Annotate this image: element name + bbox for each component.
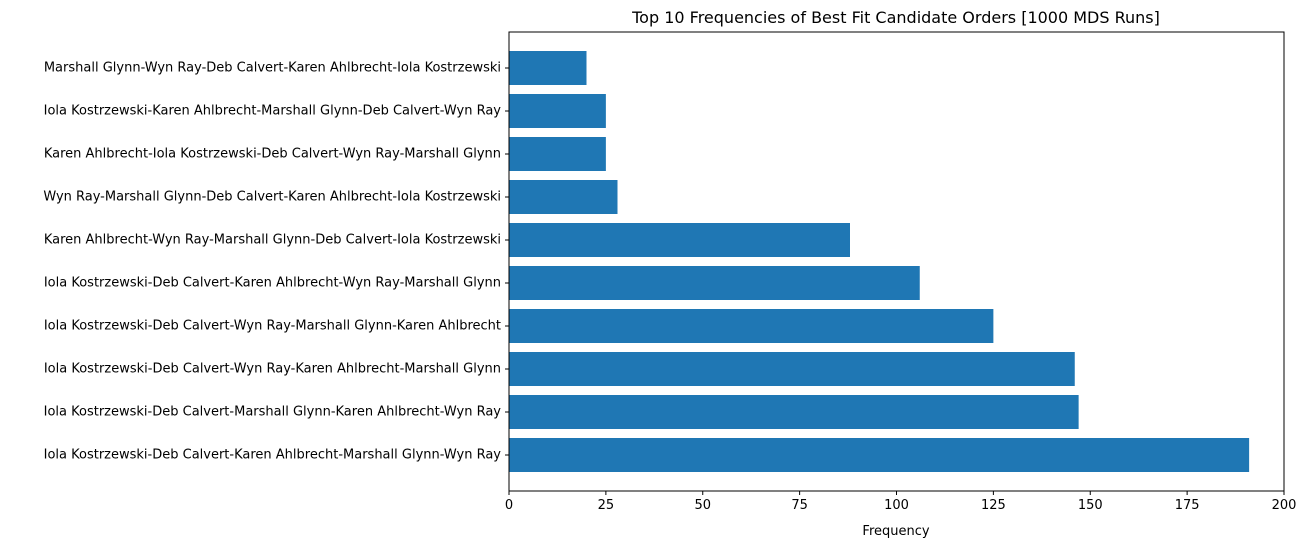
bar xyxy=(509,137,606,171)
x-tick-label: 25 xyxy=(598,498,615,513)
x-tick-label: 125 xyxy=(981,498,1006,513)
bar xyxy=(509,266,920,300)
y-tick-label: Karen Ahlbrecht-Iola Kostrzewski-Deb Cal… xyxy=(44,147,501,162)
x-tick-label: 150 xyxy=(1078,498,1103,513)
y-tick-label: Iola Kostrzewski-Deb Calvert-Wyn Ray-Kar… xyxy=(44,362,501,377)
y-axis-ticks: Iola Kostrzewski-Deb Calvert-Karen Ahlbr… xyxy=(43,61,509,463)
bar xyxy=(509,180,618,214)
y-tick-label: Wyn Ray-Marshall Glynn-Deb Calvert-Karen… xyxy=(43,190,501,205)
bar xyxy=(509,352,1075,386)
x-tick-label: 200 xyxy=(1272,498,1297,513)
y-tick-label: Iola Kostrzewski-Karen Ahlbrecht-Marshal… xyxy=(44,104,502,119)
bar xyxy=(509,309,994,343)
x-tick-label: 0 xyxy=(505,498,513,513)
bar xyxy=(509,51,587,85)
y-tick-label: Iola Kostrzewski-Deb Calvert-Karen Ahlbr… xyxy=(44,448,502,463)
bar xyxy=(509,94,606,128)
y-tick-label: Marshall Glynn-Wyn Ray-Deb Calvert-Karen… xyxy=(44,61,501,76)
x-tick-label: 175 xyxy=(1175,498,1200,513)
y-tick-label: Iola Kostrzewski-Deb Calvert-Marshall Gl… xyxy=(44,405,502,420)
bar xyxy=(509,438,1250,472)
bar xyxy=(509,223,850,257)
x-tick-label: 50 xyxy=(694,498,711,513)
x-axis-label: Frequency xyxy=(862,524,929,539)
bar xyxy=(509,395,1079,429)
x-tick-label: 100 xyxy=(884,498,909,513)
y-tick-label: Iola Kostrzewski-Deb Calvert-Karen Ahlbr… xyxy=(44,276,501,291)
chart-title: Top 10 Frequencies of Best Fit Candidate… xyxy=(631,8,1160,27)
x-tick-label: 75 xyxy=(791,498,808,513)
x-axis-ticks: 0 25 50 75 100 125 150 175 200 xyxy=(505,491,1297,513)
plot-frame xyxy=(508,31,1285,492)
y-tick-label: Karen Ahlbrecht-Wyn Ray-Marshall Glynn-D… xyxy=(44,233,501,248)
y-tick-label: Iola Kostrzewski-Deb Calvert-Wyn Ray-Mar… xyxy=(44,319,501,334)
bars-group xyxy=(509,51,1250,472)
